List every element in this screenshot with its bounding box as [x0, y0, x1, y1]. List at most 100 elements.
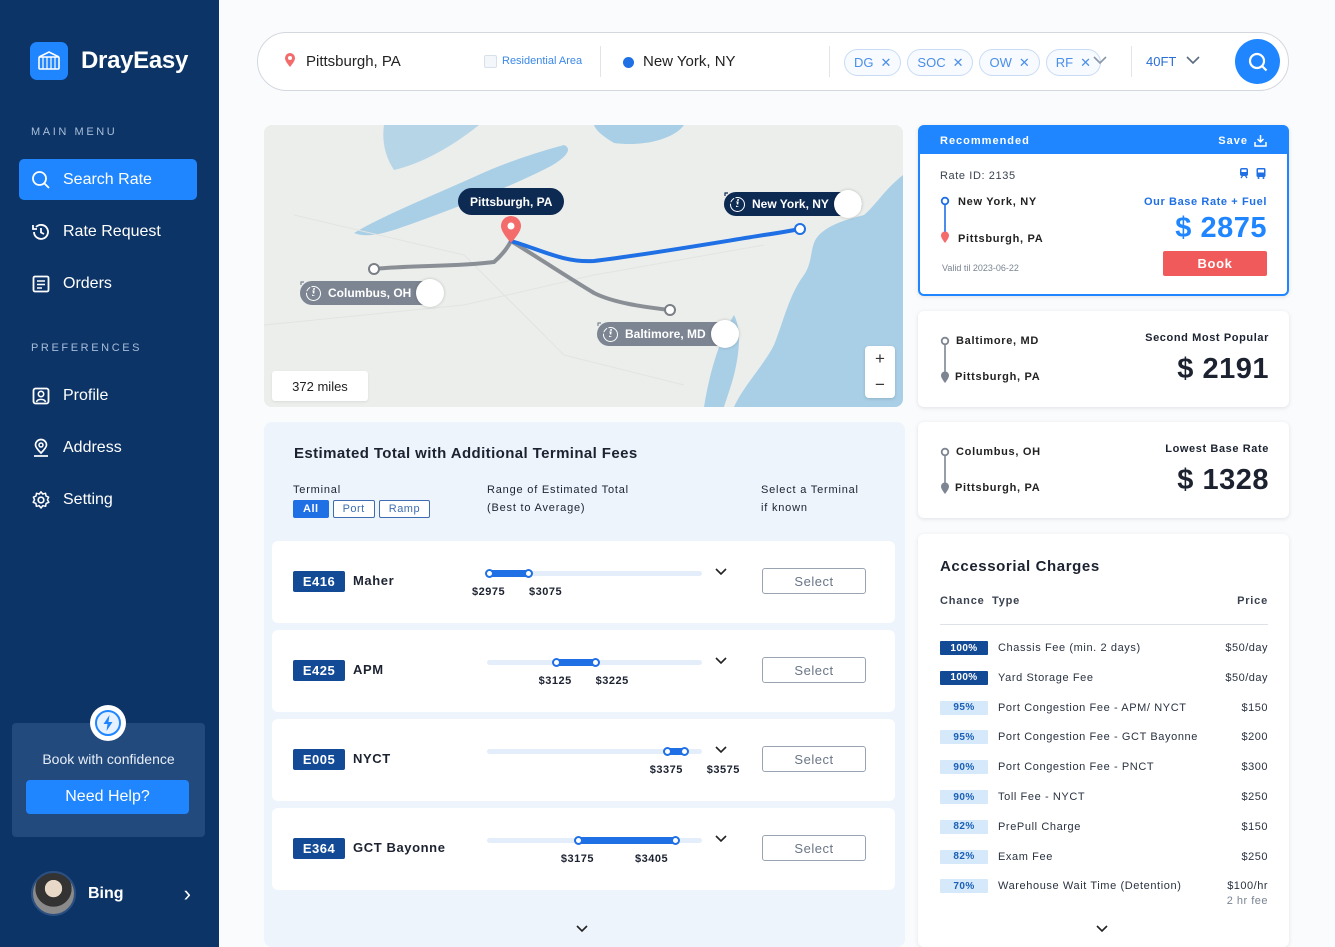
container-size-select[interactable]: 40FT — [1146, 54, 1177, 69]
filter-ramp[interactable]: Ramp — [378, 500, 431, 518]
chip-soc[interactable]: SOC ✕ — [907, 49, 974, 76]
origin-input[interactable]: Pittsburgh, PA — [306, 53, 401, 70]
route-line-icon — [940, 336, 950, 383]
zoom-out-button[interactable]: − — [875, 375, 885, 394]
chip-label: DG — [854, 55, 874, 70]
charge-type: Port Congestion Fee - GCT Bayonne — [998, 731, 1198, 744]
range-fill — [553, 659, 599, 666]
terminal-row[interactable]: E425 APM $3125 $3225 Select — [272, 630, 895, 712]
accessorial-row: 95% Port Congestion Fee - GCT Bayonne $200 — [940, 730, 1268, 750]
profile-icon — [31, 386, 51, 406]
chance-badge: 100% — [940, 670, 988, 685]
chevron-down-icon[interactable] — [576, 922, 588, 936]
lake-ontario — [594, 125, 684, 145]
map-label-new-york[interactable]: i New York, NY — [724, 190, 862, 218]
map-label-baltimore[interactable]: i Baltimore, MD — [597, 320, 739, 348]
save-button[interactable]: Save — [1218, 134, 1267, 147]
nav-address[interactable]: Address — [19, 427, 197, 468]
chevron-down-icon[interactable] — [715, 832, 727, 846]
chance-badge: 95% — [940, 700, 988, 715]
range-low-knob — [573, 836, 583, 845]
filter-all[interactable]: All — [293, 500, 329, 518]
preferences-heading: PREFERENCES — [31, 342, 143, 354]
nav-orders[interactable]: Orders — [19, 263, 197, 304]
chevron-down-icon[interactable] — [715, 743, 727, 757]
alt-price: $ 1328 — [1177, 464, 1269, 496]
route-from: Columbus, OH — [956, 446, 1041, 458]
map-label-text: Baltimore, MD — [625, 327, 706, 341]
close-icon[interactable]: ✕ — [1018, 54, 1030, 70]
chance-badge: 100% — [940, 641, 988, 655]
terminal-select-button[interactable]: Select — [762, 568, 866, 594]
range-track — [485, 569, 702, 578]
terminal-select-button[interactable]: Select — [762, 835, 866, 861]
chevron-down-icon[interactable] — [715, 654, 727, 668]
chance-badge: 90% — [940, 760, 988, 775]
alt-rate-card[interactable]: Baltimore, MD Pittsburgh, PA Second Most… — [918, 311, 1289, 407]
col-select-line: Select a Terminal — [761, 484, 859, 496]
charge-price: $300 — [1241, 761, 1268, 774]
bus-icon — [1256, 168, 1266, 179]
book-button[interactable]: Book — [1163, 251, 1267, 276]
zoom-in-button[interactable]: + — [875, 349, 885, 368]
chevron-down-icon[interactable] — [1096, 922, 1108, 936]
charge-price: $50/day — [1225, 671, 1268, 684]
terminal-select-button[interactable]: Select — [762, 657, 866, 683]
route-to: Pittsburgh, PA — [955, 482, 1041, 494]
charge-type: Yard Storage Fee — [998, 671, 1094, 684]
close-icon[interactable]: ✕ — [880, 54, 892, 70]
chip-rf[interactable]: RF ✕ — [1045, 49, 1102, 76]
rate-id: Rate ID: 2135 — [940, 170, 1016, 182]
chip-dg[interactable]: DG ✕ — [844, 49, 902, 76]
residential-label[interactable]: Residential Area — [502, 55, 583, 67]
route-map[interactable]: Pittsburgh, PA i New York, NY i Columbus… — [264, 125, 903, 407]
range-low-knob — [551, 658, 561, 667]
atlantic-ocean — [734, 175, 903, 407]
zoom-to-fit-icon[interactable] — [724, 190, 862, 218]
need-help-button[interactable]: Need Help? — [26, 780, 189, 814]
recommended-rate-card[interactable]: Recommended Save Rate ID: 2135 New York,… — [918, 125, 1289, 296]
save-label: Save — [1218, 134, 1248, 147]
accessorial-row: 90% Port Congestion Fee - PNCT $300 — [940, 760, 1268, 780]
nav-profile[interactable]: Profile — [19, 375, 197, 416]
range-high-knob — [671, 836, 681, 845]
charge-price: $200 — [1241, 731, 1268, 744]
chevron-down-icon[interactable] — [1092, 52, 1108, 70]
charge-type: Warehouse Wait Time (Detention) — [998, 880, 1182, 893]
range-low: $3125 — [538, 675, 572, 687]
nav-rate-request[interactable]: Rate Request — [19, 211, 197, 252]
accessorial-charges-panel: Accessorial Charges Chance Type Price 10… — [918, 534, 1289, 947]
map-label-columbus[interactable]: i Columbus, OH — [300, 279, 445, 307]
transport-icons — [1238, 167, 1267, 179]
user-menu[interactable]: Bing › — [31, 871, 191, 916]
charge-price: $50/day — [1225, 642, 1268, 654]
range-fill — [487, 570, 532, 577]
col-range-line: Range of Estimated Total — [487, 484, 629, 496]
alt-rate-card[interactable]: Columbus, OH Pittsburgh, PA Lowest Base … — [918, 422, 1289, 518]
zoom-to-fit-icon[interactable] — [597, 320, 739, 348]
chip-ow[interactable]: OW ✕ — [979, 49, 1040, 76]
terminal-row[interactable]: E416 Maher $2975 $3075 Select — [272, 541, 895, 623]
nav-search-rate[interactable]: Search Rate — [19, 159, 197, 200]
search-button[interactable] — [1235, 39, 1280, 84]
close-icon[interactable]: ✕ — [952, 54, 964, 70]
terminal-row[interactable]: E005 NYCT $3375 $3575 Select — [272, 719, 895, 801]
filter-port[interactable]: Port — [332, 500, 375, 518]
chance-badge: 82% — [940, 819, 988, 834]
brand-logo[interactable]: DrayEasy — [30, 42, 188, 80]
charge-price-note: 2 hr fee — [1226, 895, 1268, 908]
chevron-down-icon[interactable] — [715, 565, 727, 579]
chevron-down-icon[interactable] — [1185, 52, 1201, 70]
accessorial-row: 82% PrePull Charge $150 — [940, 819, 1268, 840]
terminal-select-button[interactable]: Select — [762, 746, 866, 772]
nav-setting[interactable]: Setting — [19, 479, 197, 520]
destination-input[interactable]: New York, NY — [643, 53, 736, 70]
info-icon: i — [306, 285, 321, 301]
zoom-to-fit-icon[interactable] — [300, 279, 445, 307]
close-icon[interactable]: ✕ — [1080, 54, 1092, 70]
terminal-name: APM — [353, 662, 384, 677]
nav-label: Address — [63, 438, 122, 456]
residential-checkbox[interactable] — [484, 55, 497, 68]
terminal-row[interactable]: E364 GCT Bayonne $3175 $3405 Select — [272, 808, 895, 890]
nav-label: Profile — [63, 386, 109, 404]
